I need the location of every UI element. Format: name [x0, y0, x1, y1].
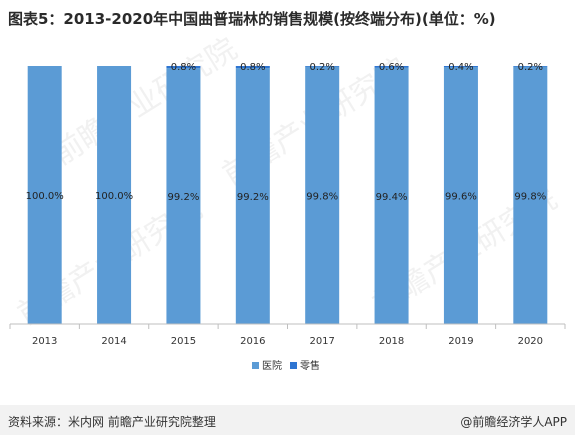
brand-label: @前瞻经济学人APP [460, 415, 567, 429]
bar-segment-hospital [305, 66, 340, 325]
bar-segment-retail [374, 66, 409, 68]
data-label-retail: 0.8% [240, 62, 265, 73]
data-label-hospital: 99.4% [376, 192, 408, 203]
data-label-retail: 0.6% [379, 62, 404, 73]
data-label-hospital: 99.6% [445, 192, 477, 203]
data-label-hospital: 99.8% [306, 191, 338, 202]
x-tick-label: 2016 [240, 336, 265, 347]
data-label-retail: 0.2% [309, 62, 334, 73]
data-label-retail: 0.4% [448, 62, 473, 73]
legend-swatch-retail [290, 362, 297, 369]
data-label-hospital: 100.0% [26, 191, 64, 202]
x-tick-label: 2019 [448, 336, 473, 347]
bar-segment-hospital [513, 66, 548, 325]
legend-label-hospital: 医院 [262, 359, 282, 372]
watermark-text: 前瞻产业研究院 [47, 31, 244, 172]
bar-segment-hospital [97, 66, 132, 324]
bar-segment-hospital [443, 67, 478, 325]
data-label-hospital: 99.2% [237, 192, 269, 203]
x-tick-label: 2013 [32, 336, 57, 347]
data-label-hospital: 100.0% [95, 191, 133, 202]
source-note: 资料来源：米内网 前瞻产业研究院整理 [8, 415, 216, 429]
x-tick-label: 2015 [171, 336, 196, 347]
x-tick-label: 2014 [101, 336, 126, 347]
footer: 资料来源：米内网 前瞻产业研究院整理 @前瞻经济学人APP [0, 405, 575, 435]
bar-segment-hospital [235, 68, 270, 324]
data-label-retail: 0.2% [518, 62, 543, 73]
legend-label-retail: 零售 [300, 359, 320, 372]
x-tick-label: 2017 [309, 336, 334, 347]
bar-segment-retail [513, 66, 548, 67]
bar-segment-retail [166, 66, 201, 69]
bar-segment-hospital [27, 66, 62, 324]
bar-segment-retail [305, 66, 340, 67]
legend-swatch-hospital [252, 362, 259, 369]
chart-title: 图表5：2013-2020年中国曲普瑞林的销售规模(按终端分布)(单位：%) [8, 10, 496, 28]
x-tick-label: 2020 [518, 336, 543, 347]
chart-area: 前瞻产业研究院前瞻产业研究院前瞻产业研究院前瞻产业研究院 100.0%100.0… [9, 31, 566, 372]
bar-segment-retail [235, 66, 270, 69]
bar-segment-retail [443, 66, 478, 68]
data-label-hospital: 99.2% [168, 192, 200, 203]
bar-segment-hospital [166, 68, 201, 324]
bar-segment-hospital [374, 67, 409, 324]
data-label-hospital: 99.8% [514, 191, 546, 202]
x-tick-label: 2018 [379, 336, 404, 347]
data-label-retail: 0.8% [171, 62, 196, 73]
